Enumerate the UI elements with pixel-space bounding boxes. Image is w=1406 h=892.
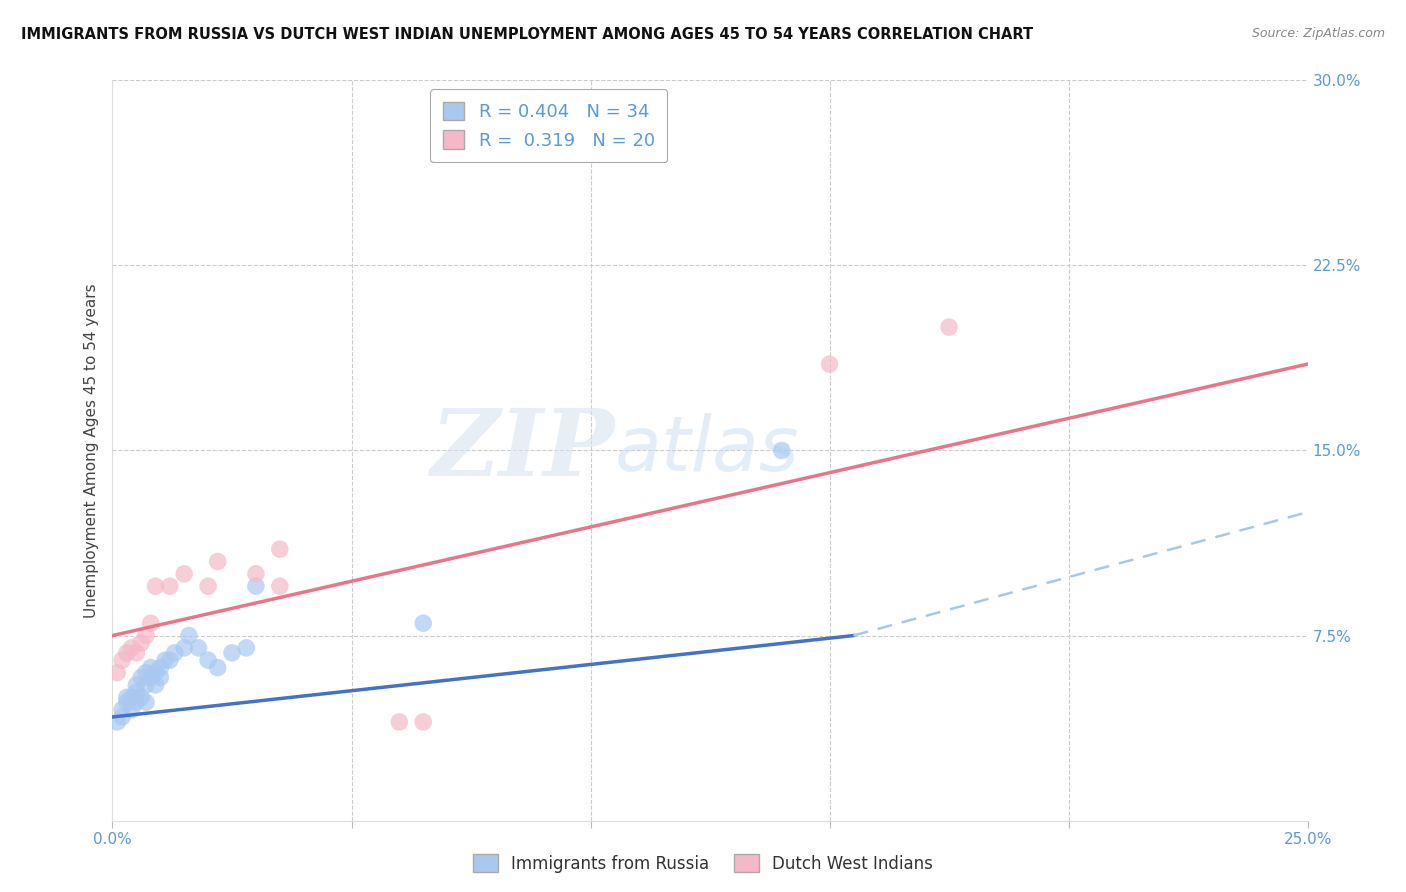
Point xyxy=(121,703,143,717)
Point xyxy=(111,653,134,667)
Point xyxy=(129,671,152,685)
Point xyxy=(153,653,176,667)
Point xyxy=(145,579,167,593)
Point xyxy=(145,665,167,680)
Point xyxy=(770,443,793,458)
Point xyxy=(105,665,128,680)
Point xyxy=(187,640,209,655)
Point xyxy=(125,678,148,692)
Point xyxy=(135,678,157,692)
Point xyxy=(115,646,138,660)
Legend: R = 0.404   N = 34, R =  0.319   N = 20: R = 0.404 N = 34, R = 0.319 N = 20 xyxy=(430,89,668,162)
Point xyxy=(125,685,148,699)
Point xyxy=(221,646,243,660)
Point xyxy=(125,695,148,709)
Text: atlas: atlas xyxy=(614,414,799,487)
Point xyxy=(129,636,152,650)
Point xyxy=(105,714,128,729)
Point xyxy=(197,579,219,593)
Point xyxy=(938,320,960,334)
Point xyxy=(111,703,134,717)
Point xyxy=(269,542,291,557)
Point xyxy=(173,640,195,655)
Y-axis label: Unemployment Among Ages 45 to 54 years: Unemployment Among Ages 45 to 54 years xyxy=(83,283,98,618)
Point xyxy=(115,695,138,709)
Legend: Immigrants from Russia, Dutch West Indians: Immigrants from Russia, Dutch West India… xyxy=(465,847,941,880)
Point xyxy=(197,653,219,667)
Point xyxy=(388,714,411,729)
Point xyxy=(159,653,181,667)
Text: ZIP: ZIP xyxy=(430,406,614,495)
Text: Source: ZipAtlas.com: Source: ZipAtlas.com xyxy=(1251,27,1385,40)
Point xyxy=(163,646,186,660)
Point xyxy=(121,690,143,705)
Point xyxy=(207,555,229,569)
Point xyxy=(129,690,152,705)
Point xyxy=(121,640,143,655)
Point xyxy=(111,710,134,724)
Text: IMMIGRANTS FROM RUSSIA VS DUTCH WEST INDIAN UNEMPLOYMENT AMONG AGES 45 TO 54 YEA: IMMIGRANTS FROM RUSSIA VS DUTCH WEST IND… xyxy=(21,27,1033,42)
Point xyxy=(125,646,148,660)
Point xyxy=(145,678,167,692)
Point xyxy=(235,640,257,655)
Point xyxy=(159,579,181,593)
Point xyxy=(177,628,200,642)
Point xyxy=(149,671,172,685)
Point xyxy=(412,714,434,729)
Point xyxy=(245,566,267,581)
Point xyxy=(207,660,229,674)
Point xyxy=(245,579,267,593)
Point xyxy=(818,357,841,371)
Point xyxy=(139,660,162,674)
Point xyxy=(149,660,172,674)
Point xyxy=(135,695,157,709)
Point xyxy=(269,579,291,593)
Point xyxy=(139,671,162,685)
Point xyxy=(135,628,157,642)
Point xyxy=(412,616,434,631)
Point xyxy=(173,566,195,581)
Point xyxy=(115,690,138,705)
Point xyxy=(139,616,162,631)
Point xyxy=(135,665,157,680)
